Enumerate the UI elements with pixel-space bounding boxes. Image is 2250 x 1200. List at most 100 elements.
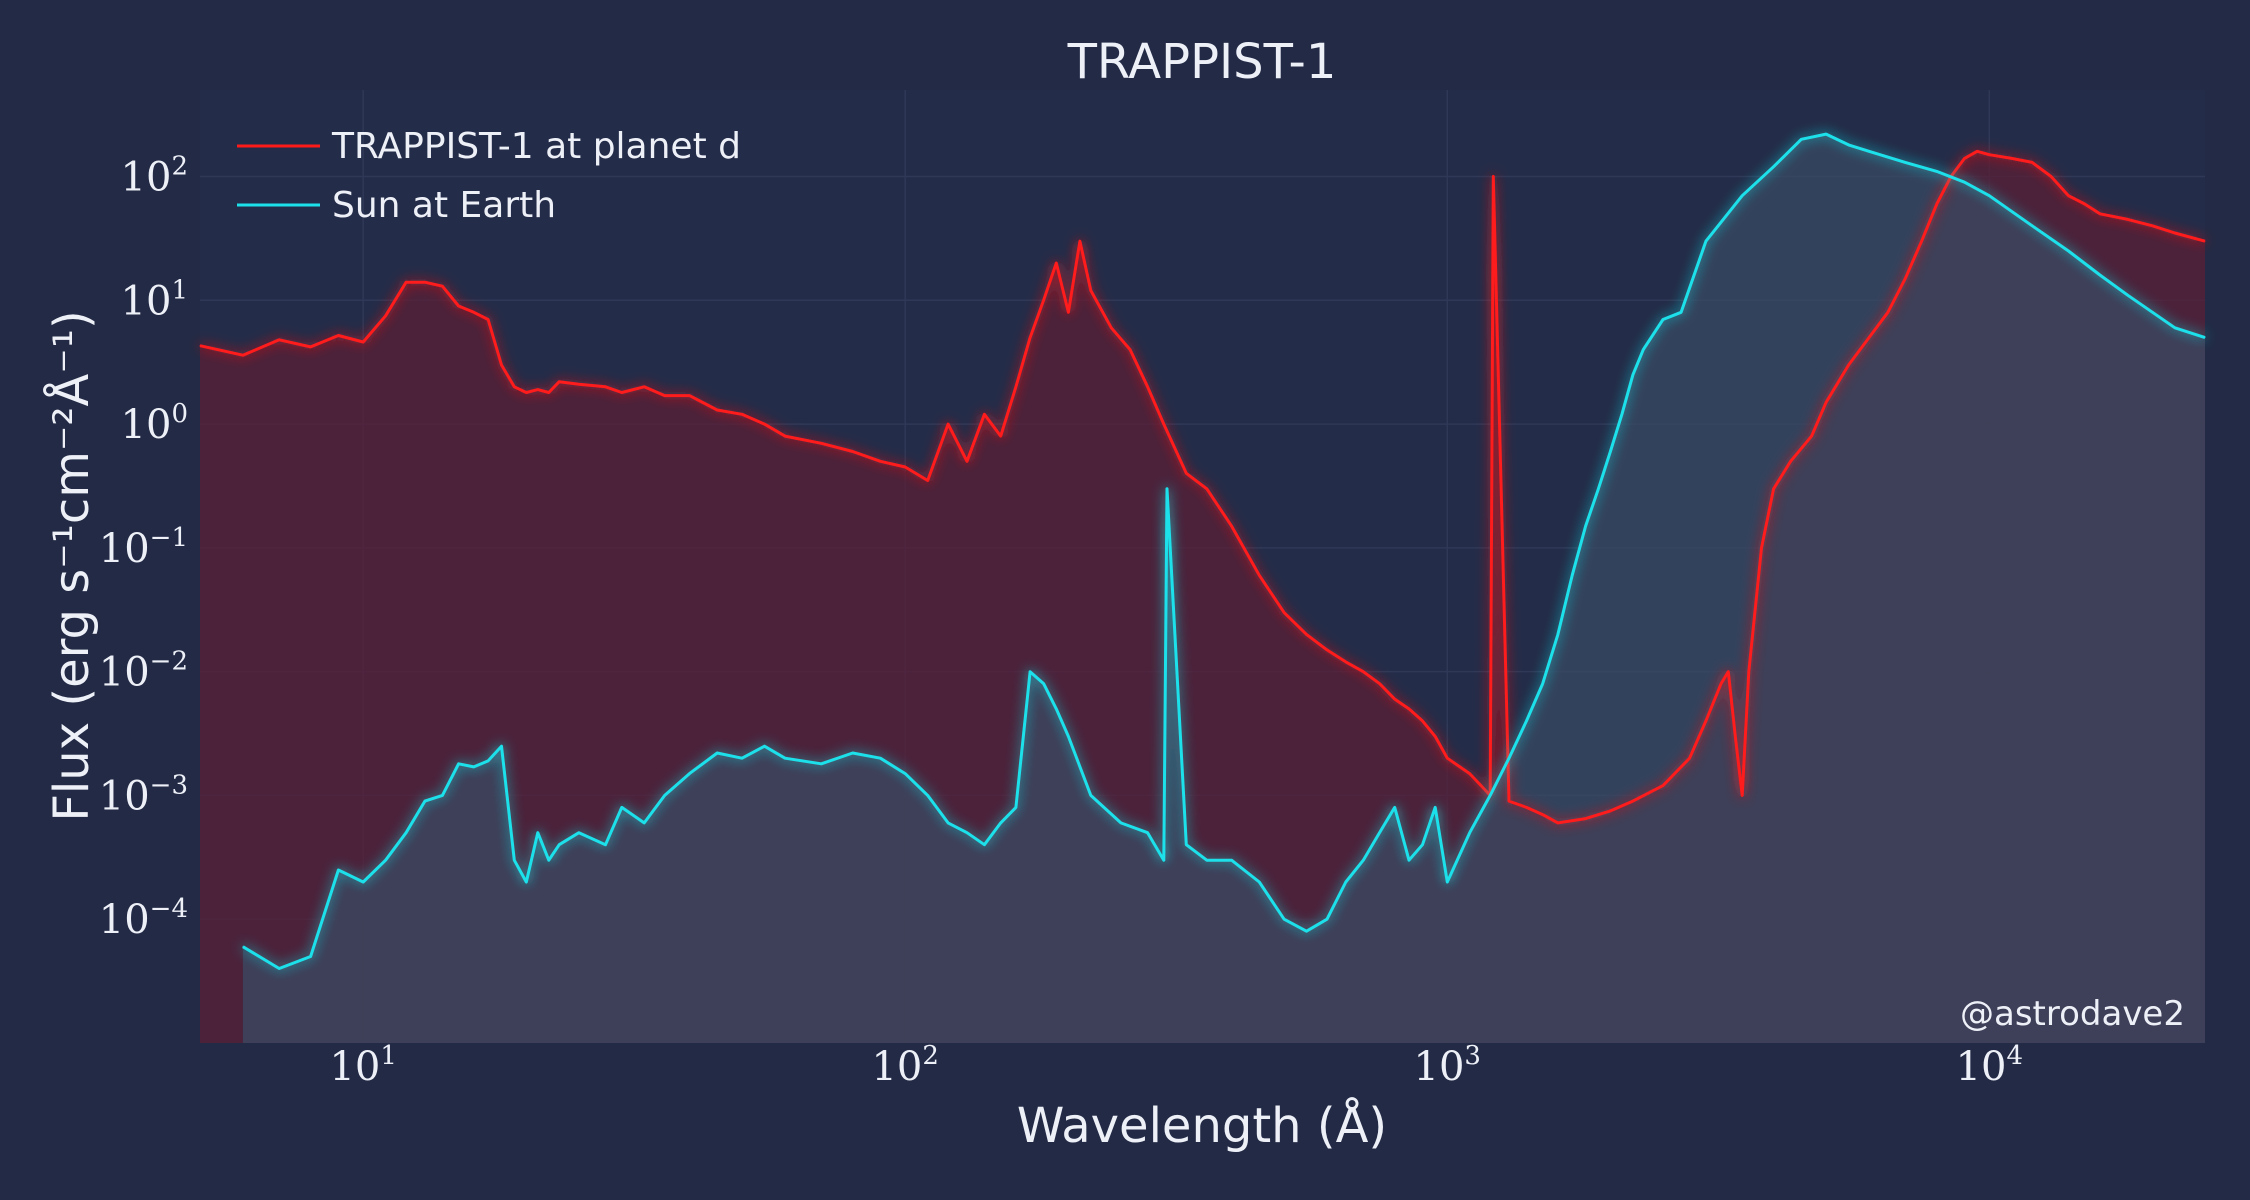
- point-sun: [458, 763, 460, 765]
- point-trappist: [424, 281, 426, 283]
- point-trappist: [1129, 349, 1131, 351]
- point-sun: [1326, 918, 1328, 920]
- point-trappist: [1231, 525, 1233, 527]
- point-sun: [1446, 881, 1448, 883]
- point-sun: [1489, 794, 1491, 796]
- x-tick-label: 104: [1956, 1041, 2023, 1090]
- point-sun: [1120, 822, 1122, 824]
- area-sun: [242, 134, 2205, 1044]
- point-sun: [1508, 757, 1510, 759]
- point-trappist: [1090, 290, 1092, 291]
- point-trappist: [1408, 708, 1410, 710]
- point-trappist: [405, 281, 407, 283]
- point-sun: [1434, 806, 1436, 808]
- point-trappist: [525, 392, 527, 393]
- point-sun: [664, 794, 666, 796]
- point-trappist: [1206, 488, 1208, 490]
- point-trappist: [1887, 311, 1889, 313]
- point-trappist: [1326, 649, 1328, 651]
- point-trappist: [199, 345, 201, 347]
- point-trappist: [278, 339, 280, 341]
- point-sun: [1090, 794, 1092, 796]
- point-trappist: [1422, 720, 1423, 722]
- point-trappist: [458, 305, 460, 307]
- point-trappist: [441, 285, 443, 287]
- point-sun: [1469, 832, 1471, 834]
- point-sun: [947, 822, 949, 824]
- point-trappist: [820, 442, 822, 444]
- point-trappist: [1557, 822, 1559, 824]
- point-trappist: [784, 435, 786, 437]
- legend-label-trappist: TRAPPIST-1 at planet d: [331, 126, 741, 167]
- point-trappist: [1258, 574, 1260, 576]
- point-sun: [1964, 181, 1965, 183]
- point-trappist: [927, 480, 929, 481]
- point-sun: [1345, 881, 1347, 883]
- point-sun: [1408, 859, 1410, 861]
- point-sun: [1585, 525, 1587, 527]
- point-sun: [1526, 720, 1527, 722]
- point-sun: [784, 757, 786, 759]
- point-sun: [1015, 806, 1017, 808]
- point-trappist: [1043, 299, 1045, 301]
- point-sun: [966, 832, 968, 834]
- point-trappist: [2084, 203, 2086, 205]
- point-sun: [537, 832, 539, 834]
- point-sun: [983, 844, 985, 846]
- point-sun: [525, 881, 527, 883]
- point-sun: [1422, 844, 1423, 846]
- point-sun: [879, 757, 881, 759]
- point-sun: [441, 794, 443, 796]
- point-trappist: [1727, 671, 1729, 673]
- point-trappist: [1185, 472, 1187, 474]
- point-sun: [1206, 859, 1208, 861]
- point-trappist: [1379, 683, 1380, 685]
- point-sun: [904, 773, 906, 775]
- point-trappist: [1609, 810, 1611, 812]
- point-trappist: [473, 311, 475, 313]
- y-axis-label: Flux (erg s⁻¹cm⁻²Å⁻¹): [43, 310, 100, 821]
- point-sun: [1642, 349, 1644, 351]
- point-sun: [1597, 488, 1599, 490]
- point-trappist: [1720, 683, 1722, 685]
- point-trappist: [1446, 757, 1448, 759]
- point-trappist: [1283, 612, 1285, 614]
- point-sun: [310, 956, 312, 957]
- point-trappist: [689, 395, 690, 397]
- x-tick-label: 101: [329, 1041, 396, 1090]
- point-sun: [2174, 327, 2176, 329]
- point-sun: [1557, 633, 1559, 635]
- y-tick-label: 10−4: [99, 894, 188, 943]
- point-sun: [473, 766, 475, 768]
- point-trappist: [1921, 240, 1923, 242]
- point-sun: [1147, 832, 1149, 834]
- point-sun: [820, 763, 822, 765]
- point-trappist: [1773, 488, 1775, 490]
- point-trappist: [501, 364, 502, 366]
- point-trappist: [1689, 757, 1691, 759]
- point-trappist: [1492, 176, 1494, 177]
- point-trappist: [242, 354, 244, 356]
- point-trappist: [879, 460, 881, 462]
- point-trappist: [1434, 735, 1436, 737]
- point-trappist: [1067, 311, 1069, 313]
- y-tick-label: 10−1: [99, 523, 188, 572]
- point-trappist: [716, 409, 718, 411]
- point-trappist: [2031, 161, 2033, 163]
- legend-label-sun: Sun at Earth: [332, 185, 556, 226]
- point-sun: [852, 752, 854, 754]
- point-trappist: [1734, 735, 1736, 737]
- point-trappist: [1811, 435, 1813, 437]
- point-trappist: [558, 381, 560, 383]
- point-trappist: [947, 423, 949, 425]
- point-sun: [1306, 930, 1307, 932]
- point-trappist: [2099, 213, 2101, 215]
- point-sun: [1936, 170, 1938, 172]
- point-sun: [405, 832, 407, 834]
- point-sun: [1185, 844, 1187, 846]
- point-sun: [1000, 822, 1002, 824]
- point-sun: [1379, 832, 1380, 834]
- point-trappist: [1936, 203, 1938, 205]
- y-tick-label: 10−2: [99, 647, 188, 696]
